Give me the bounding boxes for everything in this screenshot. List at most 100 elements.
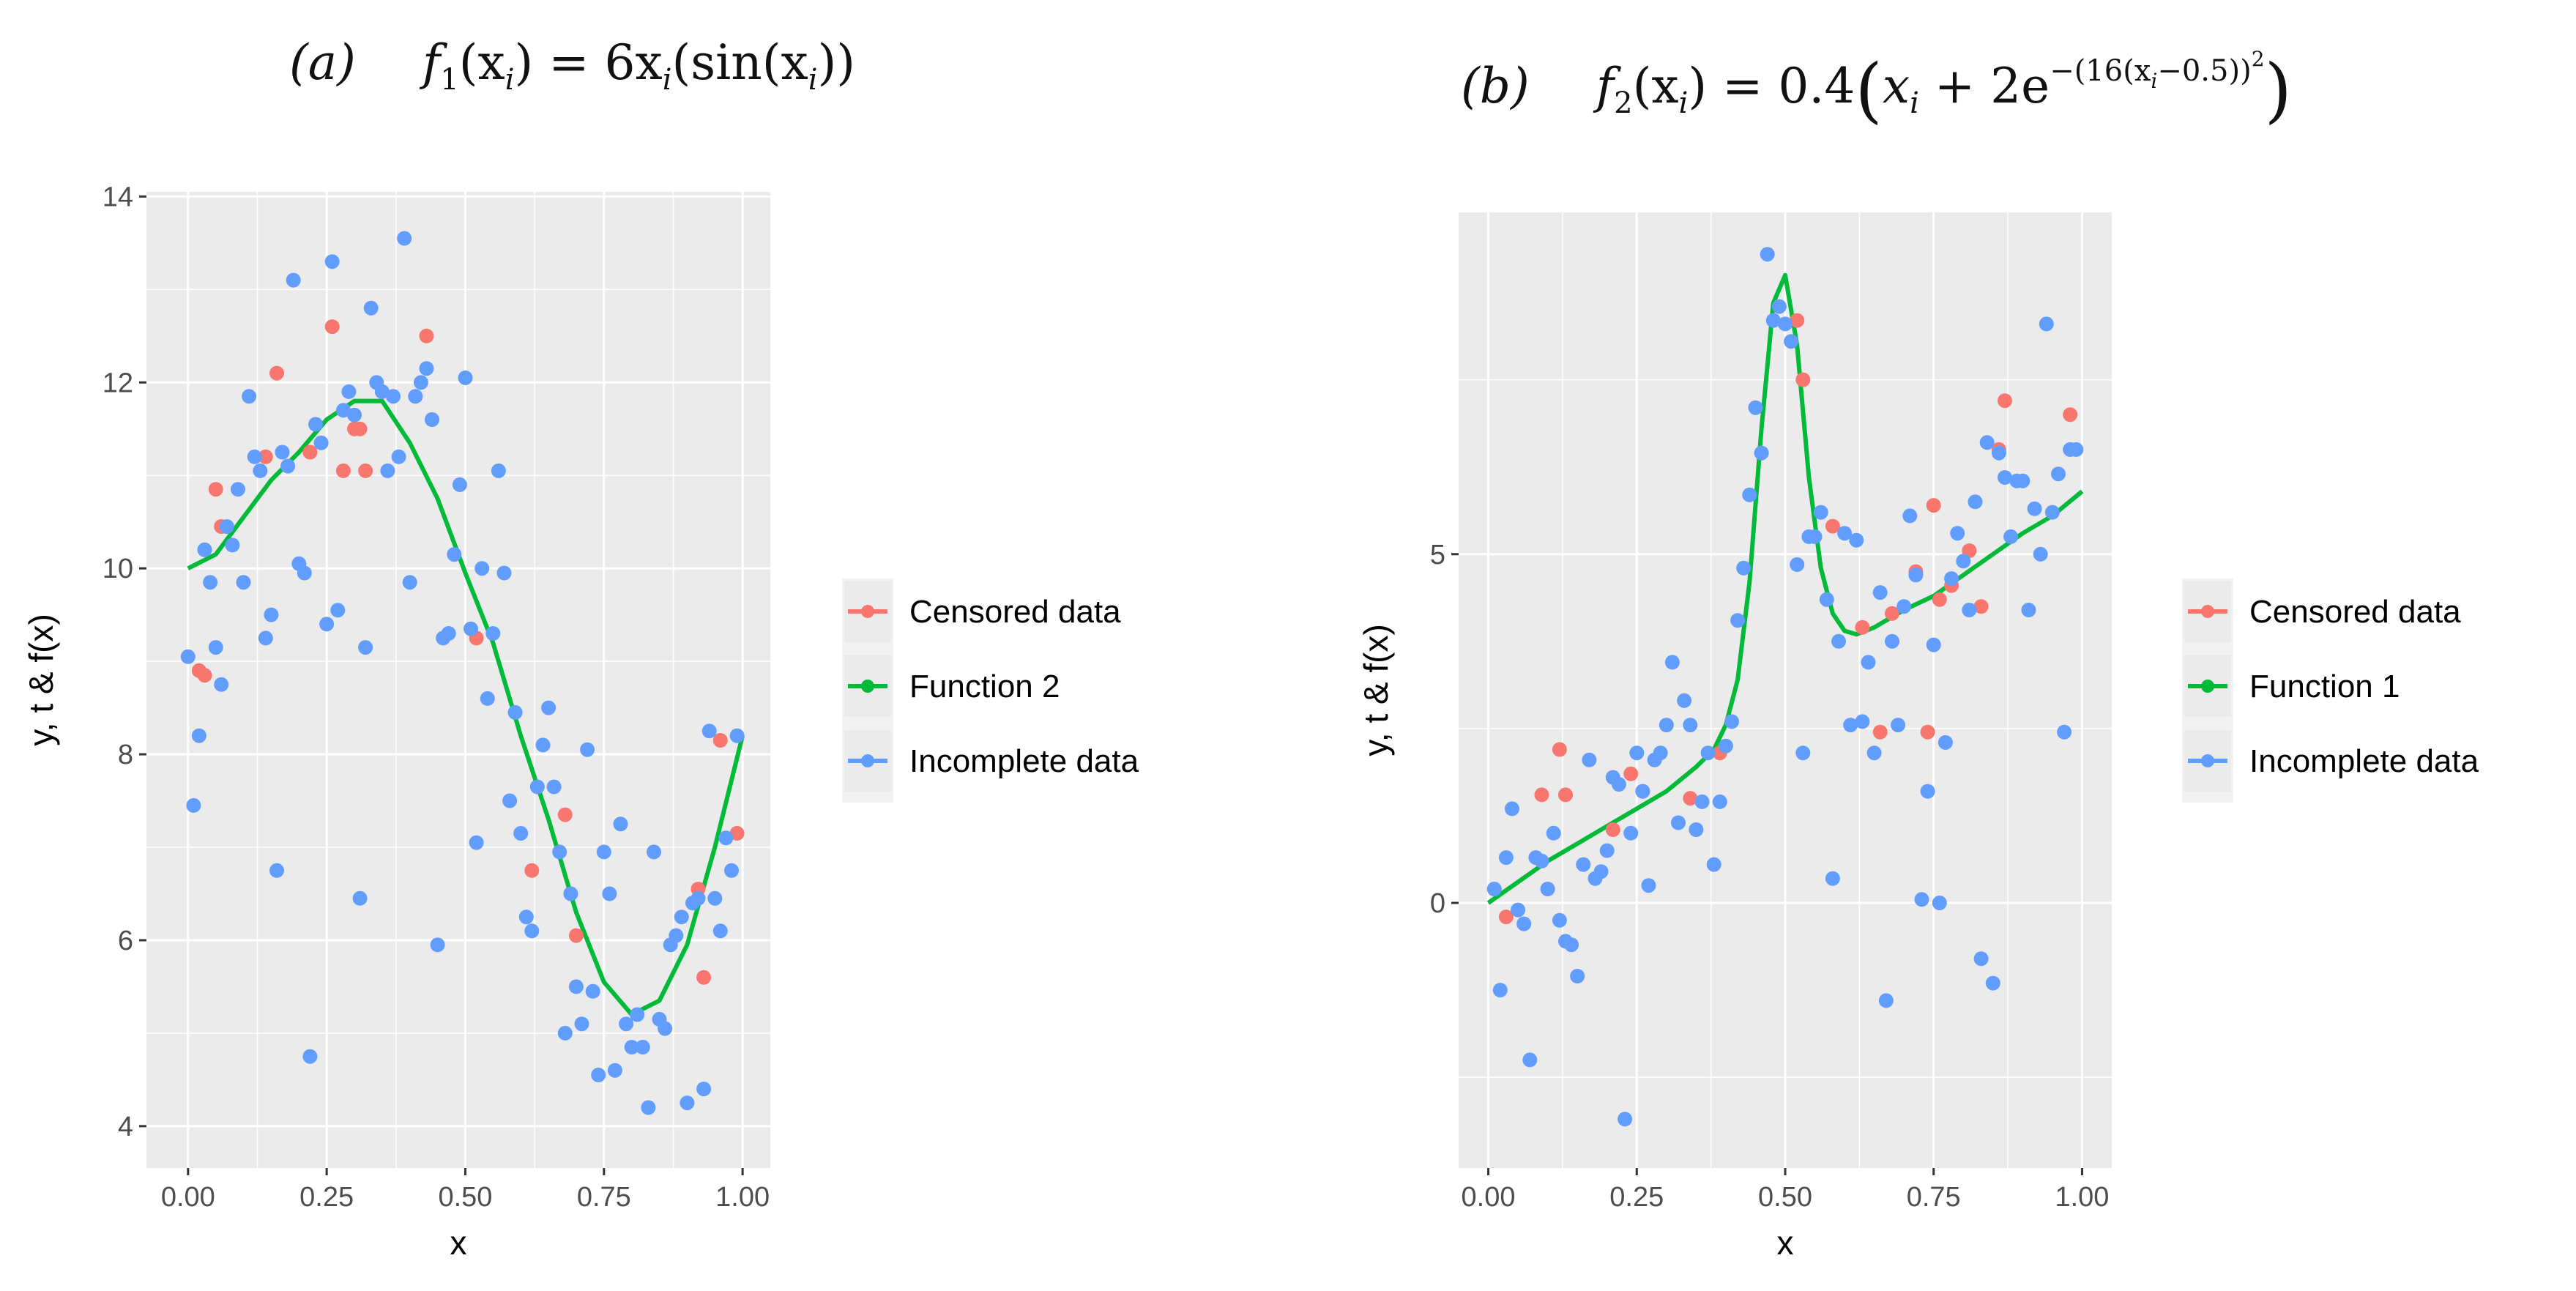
incomplete-point: [1505, 801, 1519, 816]
incomplete-point: [563, 886, 578, 901]
incomplete-point: [1968, 494, 1983, 510]
incomplete-point: [1991, 445, 2006, 461]
y-tick-label: 8: [118, 740, 133, 770]
incomplete-point: [1618, 1112, 1633, 1127]
incomplete-point: [518, 909, 534, 925]
legend-key-function: [844, 655, 891, 717]
incomplete-point: [1908, 568, 1924, 583]
incomplete-point: [557, 1025, 573, 1041]
incomplete-point: [1689, 822, 1704, 837]
incomplete-point: [1576, 857, 1591, 872]
legend-label-function: Function 2: [909, 669, 1060, 704]
incomplete-point: [1511, 902, 1526, 918]
incomplete-point: [197, 542, 212, 557]
incomplete-point: [1694, 794, 1710, 809]
incomplete-point: [452, 477, 467, 492]
legend-key-point: [2201, 605, 2214, 618]
legend-label-censored: Censored data: [2249, 594, 2461, 630]
incomplete-point: [635, 1040, 650, 1054]
incomplete-point: [1623, 825, 1639, 841]
incomplete-point: [529, 779, 545, 795]
legend-key-point: [2201, 754, 2214, 767]
incomplete-point: [1956, 554, 1971, 569]
incomplete-point: [690, 890, 706, 906]
incomplete-point: [701, 723, 717, 739]
incomplete-point: [696, 1082, 712, 1097]
incomplete-point: [1866, 745, 1882, 761]
incomplete-point: [469, 835, 484, 850]
incomplete-point: [302, 1049, 318, 1064]
incomplete-point: [658, 1021, 673, 1036]
incomplete-point: [1985, 975, 2000, 991]
incomplete-point: [319, 617, 335, 632]
censored-point: [358, 463, 373, 478]
x-tick-label: 0.00: [161, 1182, 215, 1213]
incomplete-point: [724, 863, 739, 878]
incomplete-point: [580, 742, 595, 757]
incomplete-point: [674, 909, 689, 925]
incomplete-point: [1926, 637, 1941, 652]
censored-point: [1998, 393, 2012, 409]
incomplete-point: [225, 537, 240, 553]
incomplete-point: [1849, 532, 1864, 548]
incomplete-point: [2044, 505, 2060, 520]
incomplete-point: [1677, 693, 1692, 708]
incomplete-point: [1629, 745, 1645, 761]
incomplete-point: [1855, 714, 1870, 729]
incomplete-point: [258, 630, 273, 646]
legend-label-incomplete: Incomplete data: [2249, 743, 2479, 779]
incomplete-point: [1552, 912, 1567, 928]
incomplete-point: [374, 384, 390, 399]
incomplete-point: [474, 561, 490, 576]
incomplete-point: [1635, 784, 1650, 799]
incomplete-point: [574, 1016, 589, 1032]
incomplete-point: [1534, 853, 1549, 868]
incomplete-point: [707, 890, 723, 906]
y-tick-label: 14: [103, 182, 133, 212]
incomplete-point: [408, 389, 423, 404]
incomplete-point: [1819, 592, 1834, 607]
incomplete-point: [1754, 445, 1769, 461]
incomplete-point: [363, 300, 379, 316]
incomplete-point: [380, 463, 395, 478]
incomplete-point: [647, 844, 661, 860]
censored-point: [1920, 724, 1935, 740]
x-axis-title: x: [450, 1224, 467, 1262]
x-tick-label: 0.25: [299, 1182, 354, 1213]
legend-key-point: [861, 605, 874, 618]
incomplete-point: [641, 1100, 656, 1115]
panel-a-formula: (a) f1(xi) = 6xi(sin(xi)): [289, 34, 855, 97]
censored-point: [1558, 787, 1573, 803]
incomplete-point: [253, 463, 268, 478]
function-line: [1486, 272, 2084, 905]
incomplete-point: [1825, 871, 1840, 886]
incomplete-point: [341, 384, 357, 399]
incomplete-point: [1498, 850, 1514, 866]
incomplete-point: [1778, 316, 1793, 332]
incomplete-point: [425, 412, 439, 427]
incomplete-point: [280, 458, 296, 474]
incomplete-point: [1885, 633, 1899, 649]
censored-point: [1534, 787, 1549, 803]
incomplete-point: [458, 370, 473, 385]
incomplete-point: [1659, 718, 1674, 733]
incomplete-point: [335, 403, 351, 418]
incomplete-point: [247, 449, 262, 464]
incomplete-point: [413, 375, 428, 390]
incomplete-point: [1979, 435, 1995, 450]
incomplete-point: [591, 1068, 606, 1082]
censored-point: [557, 807, 573, 822]
incomplete-point: [1920, 784, 1935, 799]
y-tick-label: 5: [1430, 540, 1445, 570]
censored-point: [419, 328, 434, 343]
incomplete-point: [1748, 400, 1763, 415]
incomplete-point: [669, 928, 684, 943]
incomplete-point: [219, 519, 234, 534]
censored-point: [696, 970, 712, 985]
incomplete-point: [1706, 857, 1721, 872]
incomplete-point: [1540, 882, 1555, 896]
incomplete-point: [1937, 734, 1953, 750]
incomplete-point: [1582, 752, 1597, 767]
censored-point: [1683, 791, 1698, 806]
y-tick-label: 6: [118, 926, 133, 956]
